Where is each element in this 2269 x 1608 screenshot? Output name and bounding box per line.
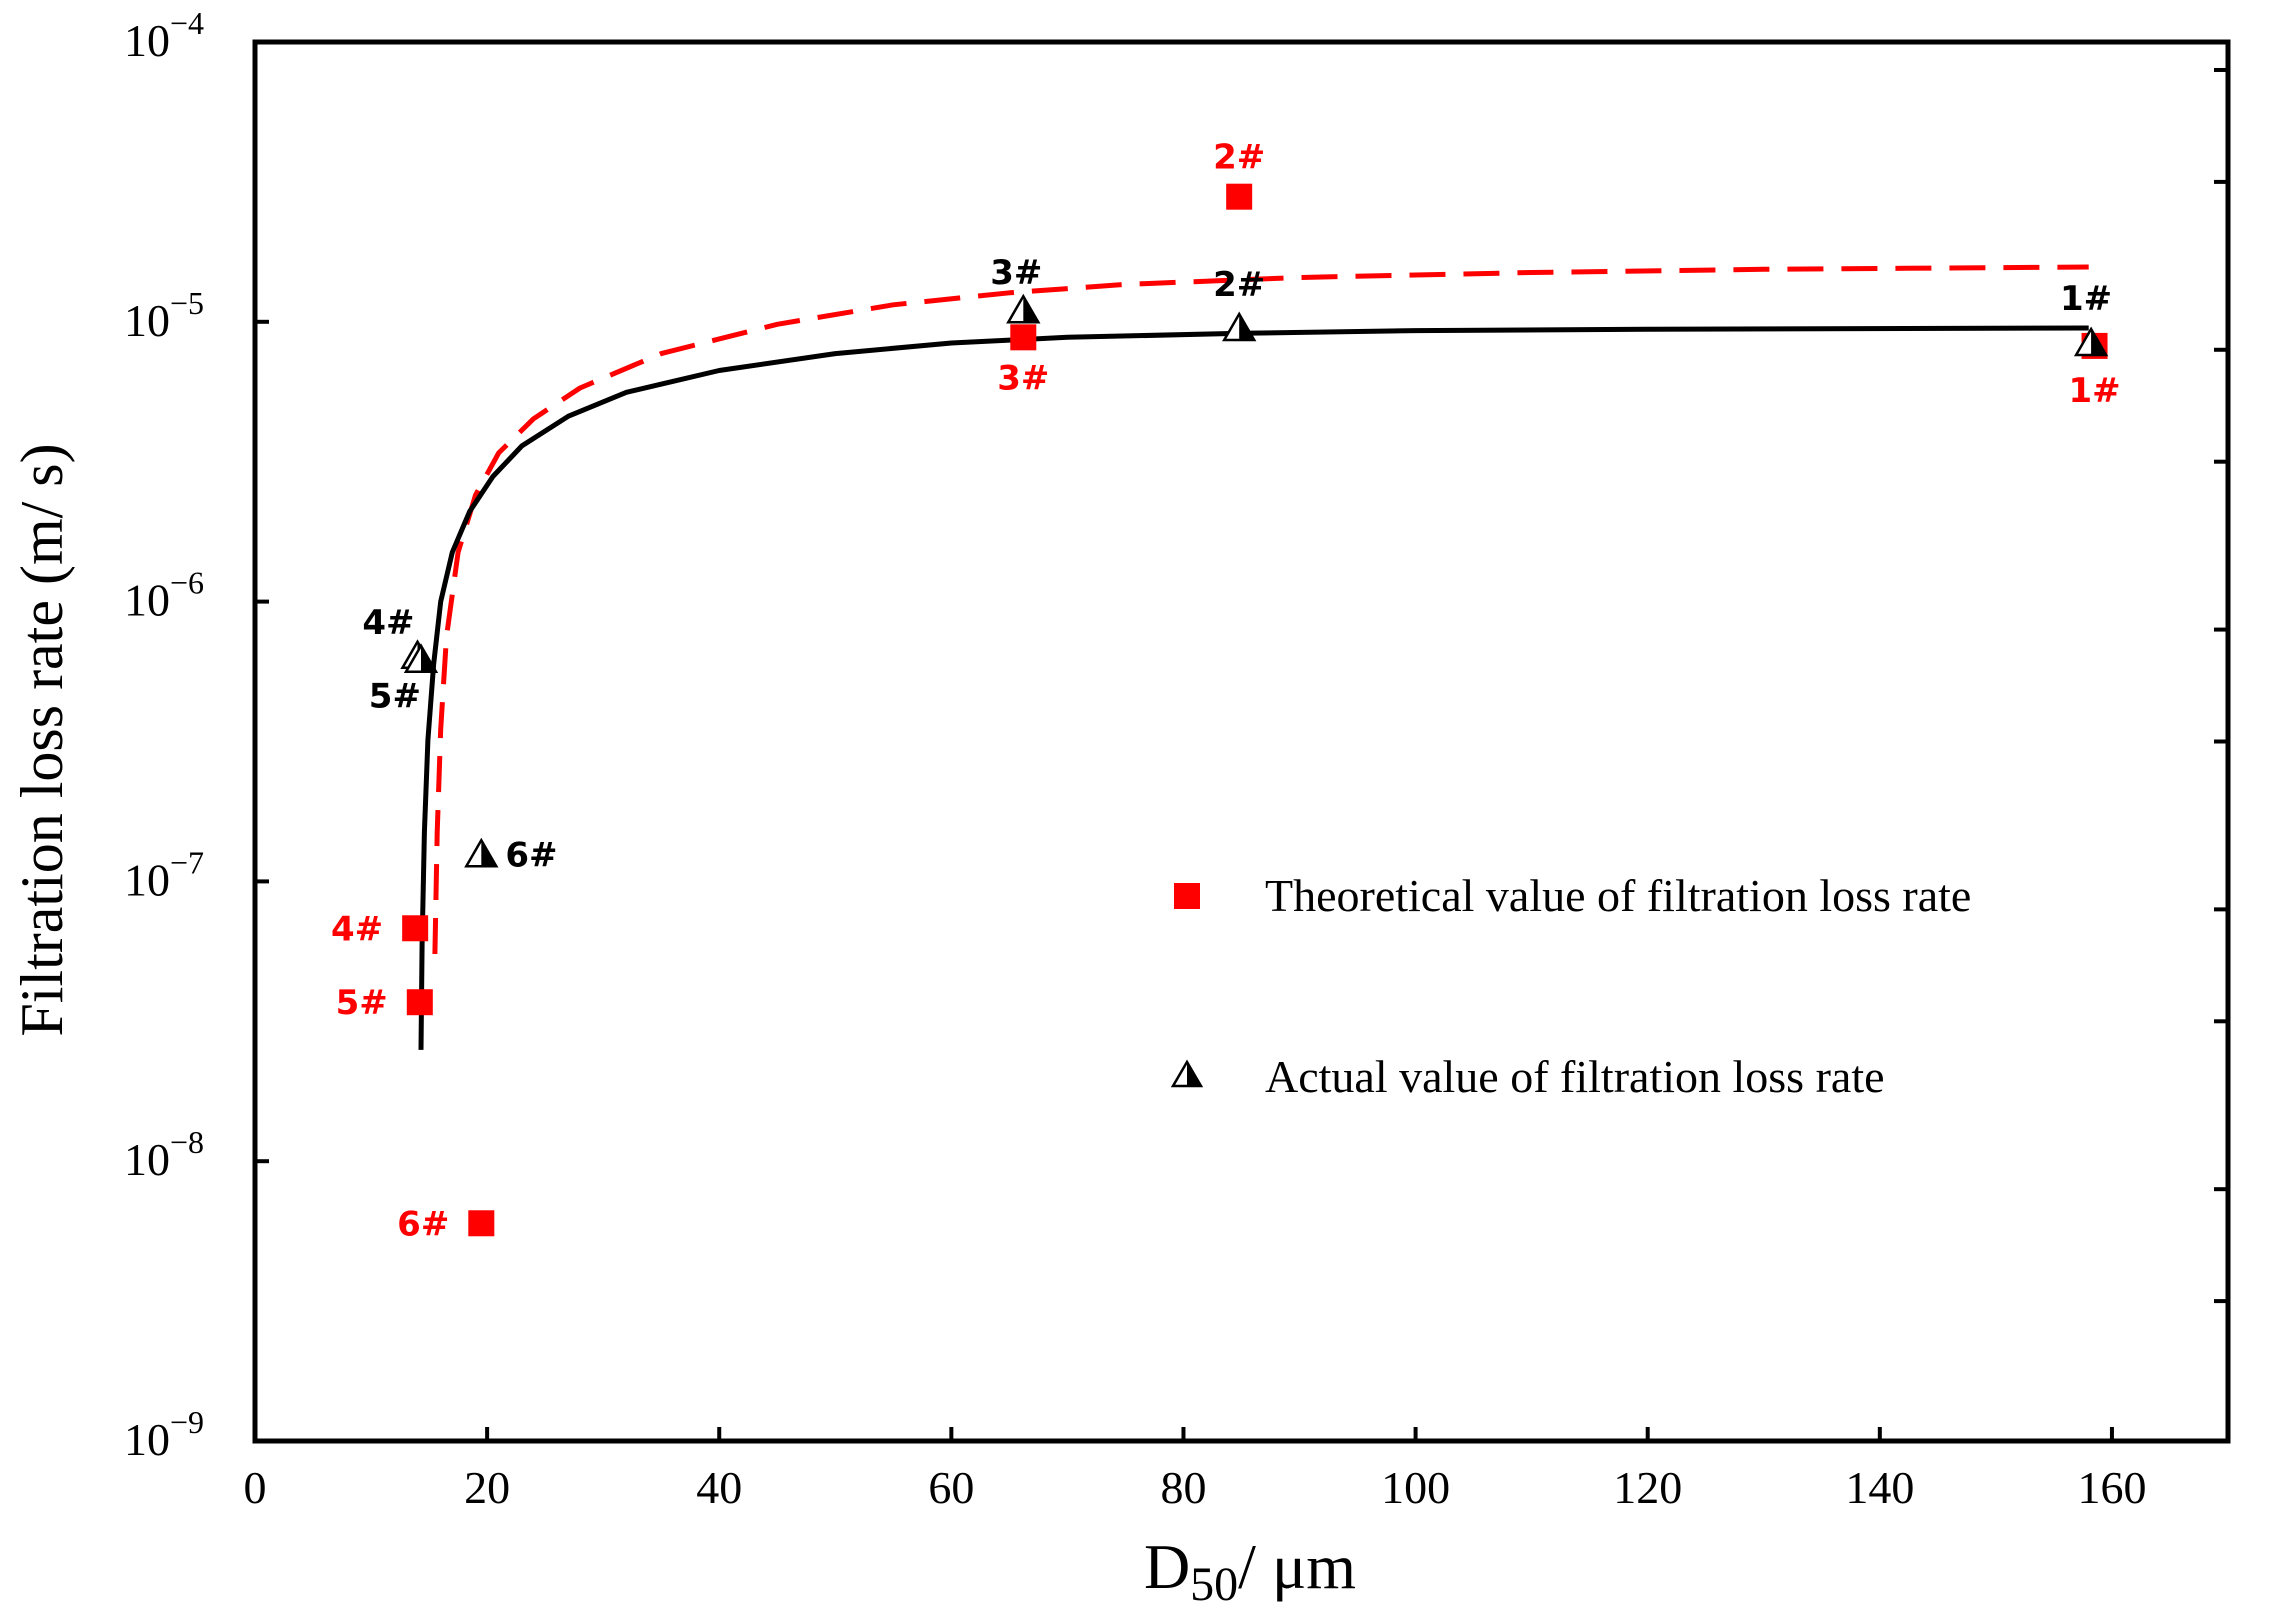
data-markers: 1# 2# 3# 4# 5# 6# 1# 2# 3# 4# 5# 6# <box>331 138 2121 1245</box>
y-tick-label-exponent-3: −6 <box>170 565 204 601</box>
actual-point-outline-6# <box>464 837 499 868</box>
actual-label-3#: 3# <box>990 253 1042 293</box>
legend-marker-theoretical <box>1174 883 1200 909</box>
actual-point-outline-2# <box>1222 311 1257 342</box>
actual-label-6#: 6# <box>505 835 557 875</box>
x-tick-label-7: 140 <box>1845 1462 1914 1513</box>
x-tick-label-3: 60 <box>928 1462 974 1513</box>
y-tick-label-base-2: 10 <box>124 854 170 905</box>
actual-point-6# <box>464 837 499 868</box>
x-axis-title-unit: / μm <box>1238 1531 1356 1602</box>
actual-point-5# <box>403 643 439 673</box>
y-tick-label-base-1: 10 <box>124 1134 170 1185</box>
theoretical-point-2# <box>1226 183 1253 210</box>
x-tick-label-0: 0 <box>244 1462 267 1513</box>
theoretical-point-3# <box>1010 324 1037 351</box>
x-axis-title-main: D <box>1144 1531 1190 1602</box>
y-tick-label-exponent-2: −7 <box>170 844 204 880</box>
y-tick-label-4: 10−5 <box>124 285 204 346</box>
x-axis-title: D50/ μm <box>1144 1531 1356 1608</box>
theoretical-label-2#: 2# <box>1213 138 1265 178</box>
theoretical-label-4#: 4# <box>331 909 383 949</box>
x-tick-label-4: 80 <box>1160 1462 1206 1513</box>
y-tick-label-exponent-4: −5 <box>170 285 204 321</box>
theoretical-point-4# <box>402 915 429 942</box>
actual-label-2#: 2# <box>1213 265 1265 305</box>
fit-curve-actual <box>418 325 2089 1050</box>
x-axis-title-subscript: 50 <box>1190 1558 1238 1608</box>
theoretical-label-6#: 6# <box>397 1204 449 1244</box>
theoretical-point-5# <box>406 989 433 1016</box>
actual-point-outline-5# <box>403 643 439 673</box>
actual-label-4#: 4# <box>362 603 414 643</box>
plot-frame <box>252 39 2231 1444</box>
y-tick-label-0: 10−9 <box>124 1404 204 1465</box>
x-tick-label-8: 160 <box>2077 1462 2146 1513</box>
y-tick-label-base-4: 10 <box>124 295 170 346</box>
theoretical-label-3#: 3# <box>997 358 1049 398</box>
x-tick-label-5: 100 <box>1381 1462 1450 1513</box>
y-tick-label-5: 10−4 <box>124 5 204 66</box>
actual-point-3# <box>1006 293 1041 324</box>
y-tick-label-exponent-0: −9 <box>170 1404 204 1440</box>
x-tick-label-6: 120 <box>1613 1462 1682 1513</box>
actual-point-1# <box>2073 326 2109 357</box>
theoretical-point-6# <box>468 1210 495 1237</box>
y-tick-label-base-0: 10 <box>124 1414 170 1465</box>
legend: Theoretical value of filtration loss rat… <box>1170 870 1971 1102</box>
y-tick-label-2: 10−7 <box>124 844 204 905</box>
actual-point-shade-3# <box>1023 296 1039 323</box>
actual-point-outline-3# <box>1006 293 1041 324</box>
y-tick-label-base-5: 10 <box>124 15 170 66</box>
actual-point-outline-1# <box>2073 326 2109 357</box>
actual-point-2# <box>1222 311 1257 342</box>
legend-label-actual: Actual value of filtration loss rate <box>1265 1051 1885 1102</box>
theoretical-label-1#: 1# <box>2068 371 2120 411</box>
legend-label-theoretical: Theoretical value of filtration loss rat… <box>1265 870 1971 921</box>
y-tick-label-1: 10−8 <box>124 1124 204 1185</box>
legend-marker-actual <box>1170 1059 1204 1088</box>
actual-label-1#: 1# <box>2060 279 2112 319</box>
actual-label-5#: 5# <box>369 677 421 717</box>
fit-curves <box>418 264 2089 1050</box>
axes: 0 20 40 60 80 100 120 140 16010−910−810−710−610−… <box>124 5 2231 1513</box>
fit-curve-theoretical <box>432 264 2089 955</box>
y-tick-label-base-3: 10 <box>124 575 170 626</box>
x-tick-label-1: 20 <box>464 1462 510 1513</box>
x-tick-label-2: 40 <box>696 1462 742 1513</box>
y-tick-label-exponent-1: −8 <box>170 1124 204 1160</box>
y-tick-label-exponent-5: −4 <box>170 5 204 41</box>
y-axis-title: Filtration loss rate (m/ s) <box>9 443 75 1036</box>
theoretical-label-5#: 5# <box>336 983 388 1023</box>
y-tick-label-3: 10−6 <box>124 565 204 626</box>
